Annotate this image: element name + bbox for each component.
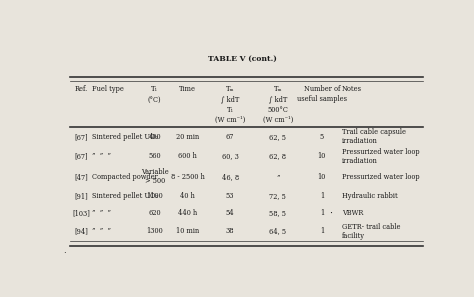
Text: 62, 8: 62, 8 [269,152,286,160]
Text: 10 min: 10 min [176,227,200,235]
Text: Fuel type: Fuel type [92,85,124,93]
Text: 60, 3: 60, 3 [222,152,238,160]
Text: 62, 5: 62, 5 [269,133,286,141]
Text: Compacted powder: Compacted powder [92,173,158,181]
Text: 500°C: 500°C [267,105,288,113]
Text: ∫ kdT: ∫ kdT [221,95,239,103]
Text: 10: 10 [318,152,326,160]
Text: T₁: T₁ [151,85,158,93]
Text: 54: 54 [226,209,234,217]
Text: 8 - 2500 h: 8 - 2500 h [171,173,205,181]
Text: (°C): (°C) [148,95,162,103]
Text: ·: · [329,208,333,217]
Text: [103]: [103] [73,209,90,217]
Text: [67]: [67] [74,133,88,141]
Text: 1: 1 [320,227,324,235]
Text: Notes: Notes [342,85,362,93]
Text: (W cm⁻¹): (W cm⁻¹) [263,116,293,124]
Text: [67]: [67] [74,152,88,160]
Text: Variable
> 500: Variable > 500 [141,168,169,185]
Text: 1300: 1300 [146,227,163,235]
Text: Tₘ: Tₘ [226,85,234,93]
Text: Hydraulic rabbit: Hydraulic rabbit [342,192,398,200]
Text: 67: 67 [226,133,234,141]
Text: 5: 5 [320,133,324,141]
Text: TABLE V (cont.): TABLE V (cont.) [209,55,277,62]
Text: Sintered pellet UO₂: Sintered pellet UO₂ [92,133,158,141]
Text: ∫ kdT: ∫ kdT [269,95,287,103]
Text: Ref.: Ref. [75,85,88,93]
Text: 20 min: 20 min [176,133,200,141]
Text: 560: 560 [148,152,161,160]
Text: [91]: [91] [74,192,88,200]
Text: Trail cable capsule
irradiation: Trail cable capsule irradiation [342,128,406,146]
Text: useful samples: useful samples [297,95,347,103]
Text: [94]: [94] [74,227,88,235]
Text: Pressurized water loop
irradiation: Pressurized water loop irradiation [342,148,420,165]
Text: ”: ” [276,173,280,181]
Text: ·: · [63,249,65,257]
Text: (W cm⁻¹): (W cm⁻¹) [215,116,245,124]
Text: 600 h: 600 h [178,152,197,160]
Text: 64, 5: 64, 5 [269,227,286,235]
Text: Tₘ: Tₘ [273,85,282,93]
Text: 72, 5: 72, 5 [269,192,286,200]
Text: ”  ”  ”: ” ” ” [92,209,111,217]
Text: T₁: T₁ [227,105,234,113]
Text: ”  ”  ”: ” ” ” [92,152,111,160]
Text: Time: Time [179,85,196,93]
Text: 40 h: 40 h [181,192,195,200]
Text: Sintered pellet UO₂: Sintered pellet UO₂ [92,192,158,200]
Text: 1: 1 [320,192,324,200]
Text: 440 h: 440 h [178,209,198,217]
Text: VBWR: VBWR [342,209,364,217]
Text: GETR- trail cable
facility: GETR- trail cable facility [342,222,401,240]
Text: 1100: 1100 [146,192,163,200]
Text: ”  ”  ”: ” ” ” [92,227,111,235]
Text: 38: 38 [226,227,234,235]
Text: 46, 8: 46, 8 [221,173,238,181]
Text: 58, 5: 58, 5 [269,209,286,217]
Text: [47]: [47] [74,173,88,181]
Text: Number of: Number of [304,85,340,93]
Text: 400: 400 [148,133,161,141]
Text: 1: 1 [320,209,324,217]
Text: Pressurized water loop: Pressurized water loop [342,173,420,181]
Text: 10: 10 [318,173,326,181]
Text: 53: 53 [226,192,234,200]
Text: 620: 620 [148,209,161,217]
